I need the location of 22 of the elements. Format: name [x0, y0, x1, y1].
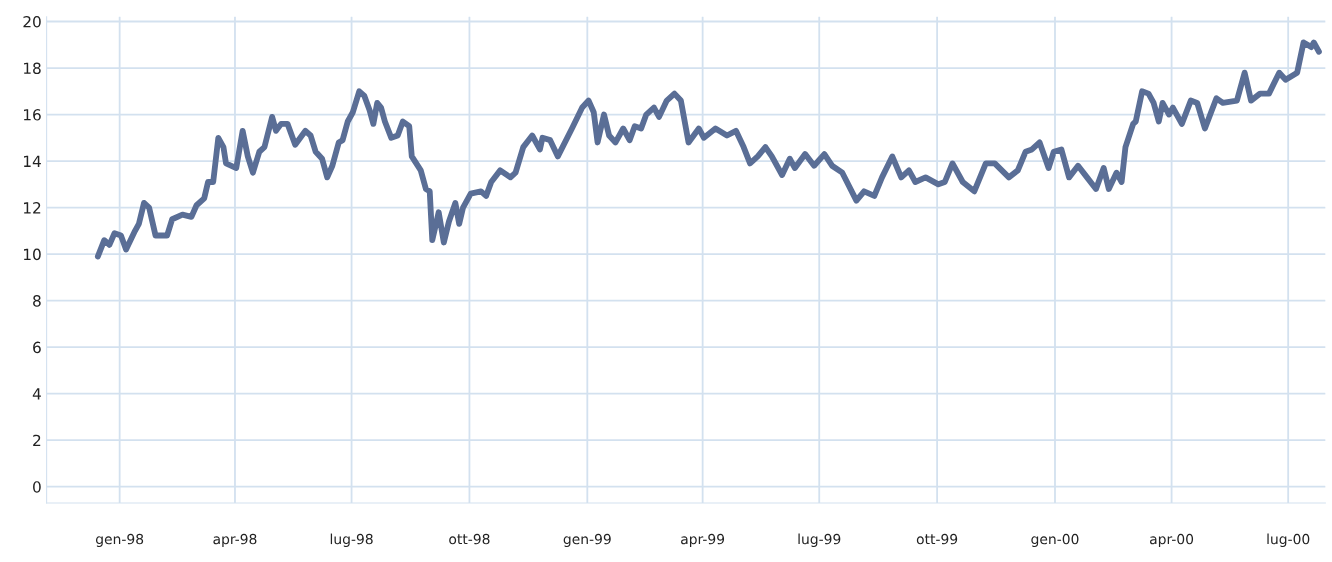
x-tick-label: lug-99 — [798, 533, 841, 547]
y-tick-label: 2 — [33, 434, 41, 446]
y-tick-label: 20 — [23, 15, 41, 28]
x-tick-label: ott-99 — [916, 533, 958, 545]
x-tick-label: lug-00 — [1267, 533, 1310, 547]
x-tick-label: apr-00 — [1150, 533, 1194, 547]
y-tick-label: 18 — [24, 62, 41, 75]
x-tick-label: ott-98 — [449, 533, 490, 545]
x-tick-label: gen-98 — [95, 533, 144, 547]
x-tick-label: gen-00 — [1031, 533, 1079, 547]
y-tick-label: 6 — [33, 341, 41, 354]
y-tick-label: 8 — [33, 295, 41, 307]
y-tick-label: 4 — [32, 388, 41, 400]
y-tick-label: 14 — [24, 155, 41, 167]
y-tick-label: 10 — [24, 248, 41, 261]
y-tick-label: 16 — [24, 109, 41, 121]
x-tick-label: lug-98 — [330, 533, 373, 547]
x-tick-label: apr-99 — [681, 533, 725, 547]
x-tick-label: gen-99 — [563, 533, 611, 547]
y-tick-label: 0 — [33, 481, 41, 493]
y-tick-label: 12 — [24, 202, 41, 214]
x-tick-label: apr-98 — [213, 533, 257, 547]
